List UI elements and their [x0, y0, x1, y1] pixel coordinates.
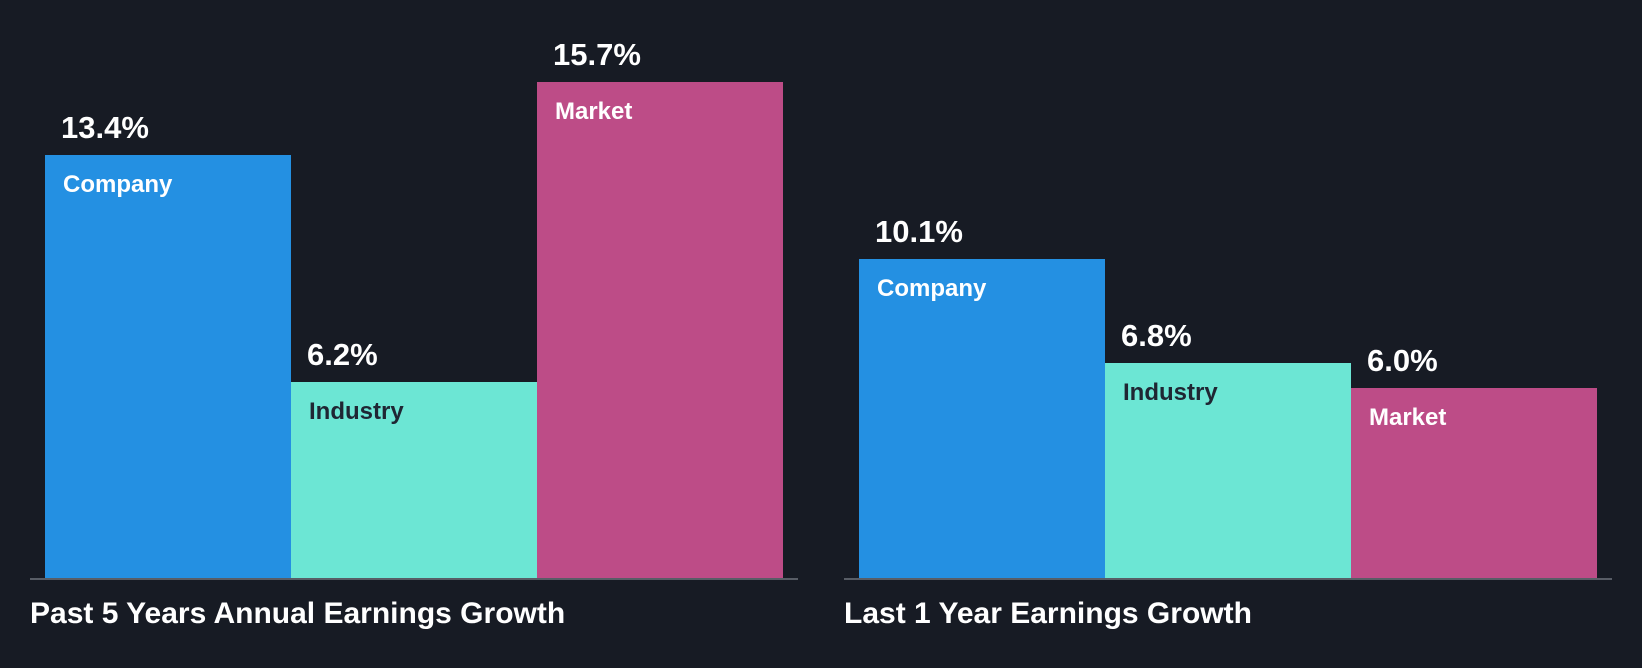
bar-company: Company	[45, 155, 291, 578]
value-label: 6.8%	[1121, 318, 1192, 353]
bar-category-label: Market	[555, 98, 633, 125]
bar-group-market: 6.0% Market	[1351, 345, 1597, 578]
bar-industry: Industry	[1105, 363, 1351, 578]
value-label: 6.2%	[307, 337, 378, 372]
chart-title: Past 5 Years Annual Earnings Growth	[30, 597, 566, 630]
chart-last-1-year-earnings-growth: 10.1% Company 6.8% Industry 6.0% Market …	[844, 0, 1612, 668]
bar-category-label: Company	[63, 171, 173, 198]
bar-group-market: 15.7% Market	[537, 39, 783, 578]
bar-category-label: Market	[1369, 404, 1447, 431]
bar-category-label: Industry	[1123, 379, 1218, 406]
bar-category-label: Company	[877, 275, 987, 302]
bar-category-label: Industry	[309, 398, 404, 425]
plot-area: 10.1% Company 6.8% Industry 6.0% Market	[844, 0, 1612, 580]
value-label: 10.1%	[875, 214, 963, 249]
bar-group-company: 10.1% Company	[859, 216, 1105, 578]
chart-title: Last 1 Year Earnings Growth	[844, 597, 1252, 630]
bar-market: Market	[1351, 388, 1597, 578]
value-label: 6.0%	[1367, 343, 1438, 378]
bar-group-industry: 6.2% Industry	[291, 339, 537, 578]
bar-group-company: 13.4% Company	[45, 112, 291, 578]
chart-past-5-years-earnings-growth: 13.4% Company 6.2% Industry 15.7% Market…	[30, 0, 798, 668]
bar-company: Company	[859, 259, 1105, 578]
plot-area: 13.4% Company 6.2% Industry 15.7% Market	[30, 0, 798, 580]
value-label: 13.4%	[61, 110, 149, 145]
bar-group-industry: 6.8% Industry	[1105, 320, 1351, 578]
value-label: 15.7%	[553, 37, 641, 72]
bar-industry: Industry	[291, 382, 537, 578]
bar-market: Market	[537, 82, 783, 578]
